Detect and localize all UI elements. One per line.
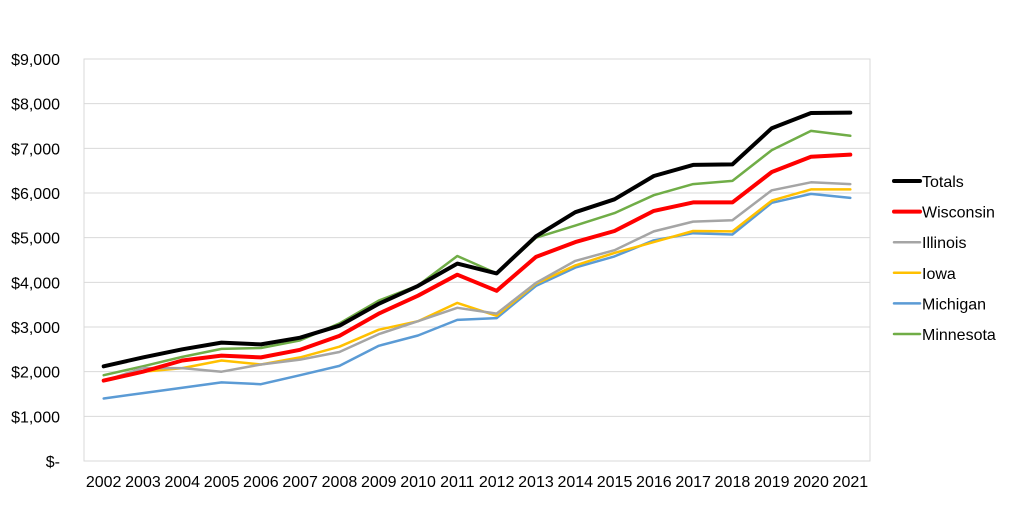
x-tick-label: 2018 <box>715 474 751 491</box>
x-tick-label: 2006 <box>243 474 279 491</box>
legend-label-michigan: Michigan <box>922 296 986 313</box>
legend-label-wisconsin: Wisconsin <box>922 205 995 222</box>
x-tick-label: 2013 <box>518 474 554 491</box>
series-line-wisconsin <box>101 152 853 383</box>
x-tick-label: 2011 <box>440 474 475 491</box>
x-tick-label: 2019 <box>754 474 790 491</box>
y-tick-label: $8,000 <box>11 97 60 114</box>
y-tick-label: $9,000 <box>11 52 60 69</box>
y-tick-label: $6,000 <box>11 186 60 203</box>
y-tick-label: $7,000 <box>11 141 60 158</box>
y-tick-label: $2,000 <box>11 365 60 382</box>
y-axis: $- $1,000 $2,000 $3,000 $4,000 $5,000 $6,000 $7… <box>11 52 60 471</box>
x-tick-label: 2012 <box>479 474 515 491</box>
series-line-totals <box>101 110 853 369</box>
x-tick-label: 2021 <box>833 474 869 491</box>
x-axis: 2002 2003 2004 2005 2006 2007 2008 2009 2010 2011… <box>86 474 868 491</box>
legend-label-minnesota: Minnesota <box>922 327 996 344</box>
plot-area <box>84 59 870 461</box>
plot-border <box>83 58 871 462</box>
x-tick-label: 2014 <box>557 474 593 491</box>
x-tick-label: 2007 <box>282 474 318 491</box>
series-line-iowa <box>102 188 852 382</box>
x-tick-label: 2004 <box>164 474 200 491</box>
x-tick-label: 2016 <box>636 474 672 491</box>
y-tick-label: $5,000 <box>11 231 60 248</box>
legend: Totals Wisconsin Illinois Iowa Michigan Minne… <box>892 174 996 344</box>
x-tick-label: 2020 <box>793 474 829 491</box>
y-tick-label: $- <box>46 454 60 471</box>
series-line-minnesota <box>102 129 852 377</box>
x-tick-label: 2009 <box>361 474 397 491</box>
x-tick-label: 2005 <box>204 474 240 491</box>
x-tick-label: 2003 <box>125 474 161 491</box>
x-tick-label: 2008 <box>322 474 358 491</box>
x-tick-label: 2017 <box>675 474 711 491</box>
x-tick-label: 2002 <box>86 474 122 491</box>
series-line-michigan <box>102 192 852 400</box>
y-tick-label: $1,000 <box>11 409 60 426</box>
series-line-illinois <box>102 181 852 383</box>
y-tick-label: $3,000 <box>11 320 60 337</box>
y-tick-label: $4,000 <box>11 275 60 292</box>
legend-label-totals: Totals <box>922 174 964 191</box>
x-tick-label: 2015 <box>597 474 633 491</box>
x-tick-label: 2010 <box>400 474 436 491</box>
series-lines <box>101 110 853 400</box>
legend-label-illinois: Illinois <box>922 235 966 252</box>
legend-label-iowa: Iowa <box>922 266 956 283</box>
